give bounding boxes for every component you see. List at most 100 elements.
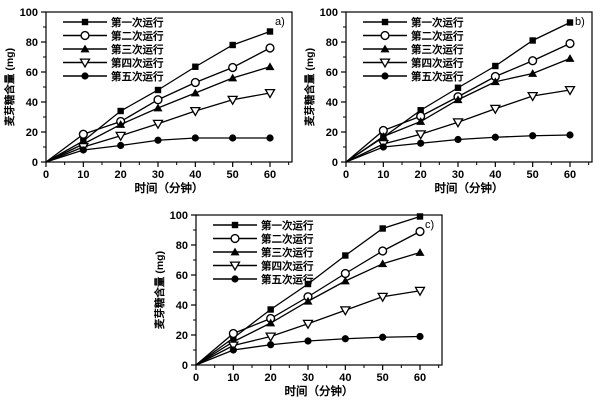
circle-open-icon xyxy=(380,30,390,41)
legend-label: 第五次运行 xyxy=(261,273,314,286)
y-tick-label: 60 xyxy=(326,67,338,79)
panel-letter-label: a) xyxy=(275,16,285,28)
triangle-down-open-marker-icon xyxy=(452,118,464,128)
x-tick-label: 40 xyxy=(489,169,501,181)
legend-item-run4: 第四次运行 xyxy=(363,56,464,69)
triangle-filled-marker-icon xyxy=(266,318,276,327)
triangle-down-open-marker-icon xyxy=(227,95,239,106)
legend-label: 第一次运行 xyxy=(261,219,314,232)
y-axis-label: 麦芽糖含量 (mg) xyxy=(153,251,166,329)
triangle-filled-marker-icon xyxy=(378,259,388,268)
y-tick-label: 20 xyxy=(176,330,188,342)
x-tick-label: 0 xyxy=(43,169,49,181)
triangle-filled-marker-icon xyxy=(153,103,163,112)
x-tick-label: 0 xyxy=(193,372,199,384)
legend-item-run3: 第三次运行 xyxy=(213,246,314,259)
circle-open-marker-icon xyxy=(528,56,538,66)
square-filled-marker-icon xyxy=(117,107,124,115)
triangle-down-open-marker-icon xyxy=(302,319,314,330)
square-filled-icon xyxy=(81,18,89,26)
legend-label: 第二次运行 xyxy=(111,29,164,42)
circle-filled-marker-icon xyxy=(267,341,275,349)
circle-open-icon xyxy=(80,30,90,41)
square-filled-marker-icon xyxy=(192,63,199,70)
legend-item-run5: 第五次运行 xyxy=(63,70,164,83)
triangle-down-open-icon xyxy=(229,261,241,272)
triangle-down-open-marker-icon xyxy=(189,106,201,117)
y-tick-label: 20 xyxy=(326,127,338,139)
x-tick-label: 50 xyxy=(227,169,239,181)
circle-filled-marker-icon xyxy=(416,332,424,341)
triangle-down-open-marker-icon xyxy=(527,91,539,102)
legend-label: 第一次运行 xyxy=(111,16,164,29)
square-filled-marker-icon xyxy=(566,19,574,26)
triangle-filled-marker-icon xyxy=(490,77,500,86)
triangle-down-open-marker-icon xyxy=(152,119,164,130)
triangle-filled-marker-icon xyxy=(416,117,426,125)
square-filled-icon xyxy=(381,18,389,26)
circle-open-marker-icon xyxy=(565,38,575,49)
triangle-filled-marker-icon xyxy=(378,132,388,140)
circle-open-marker-icon xyxy=(78,129,88,139)
x-tick-label: 20 xyxy=(265,372,277,384)
circle-open-marker-icon xyxy=(378,246,388,256)
triangle-down-open-marker-icon xyxy=(415,130,427,140)
circle-filled-marker-icon xyxy=(491,133,499,141)
triangle-down-open-marker-icon xyxy=(339,306,351,316)
square-filled-marker-icon xyxy=(266,28,274,35)
x-tick-label: 60 xyxy=(264,169,276,181)
triangle-filled-icon xyxy=(230,247,240,256)
triangle-filled-marker-icon xyxy=(528,69,538,77)
legend-item-run5: 第五次运行 xyxy=(363,70,464,83)
triangle-down-open-marker-icon xyxy=(265,332,277,343)
square-filled-marker-icon xyxy=(417,107,424,114)
x-tick-label: 50 xyxy=(377,372,389,384)
x-tick-label: 50 xyxy=(527,169,539,181)
x-axis-label: 时间（分钟） xyxy=(285,384,354,398)
legend-label: 第四次运行 xyxy=(411,56,464,69)
y-tick-label: 80 xyxy=(26,37,38,49)
x-tick-label: 20 xyxy=(115,169,127,181)
legend-item-run2: 第二次运行 xyxy=(63,29,164,42)
circle-open-marker-icon xyxy=(265,43,275,53)
y-tick-label: 0 xyxy=(182,360,188,372)
square-filled-marker-icon xyxy=(492,62,499,70)
legend-label: 第五次运行 xyxy=(111,70,164,83)
y-tick-label: 0 xyxy=(32,157,38,169)
triangle-down-open-marker-icon xyxy=(564,85,576,96)
legend-label: 第四次运行 xyxy=(261,259,314,272)
y-axis-label: 麦芽糖含量 (mg) xyxy=(3,48,16,126)
triangle-down-open-icon xyxy=(79,58,91,69)
triangle-down-open-marker-icon xyxy=(414,286,426,297)
chart-a-canvas: 0 10 20 30 40 50 60 0 20 40 60 80 100 时间（分钟） 麦芽糖含量 (mg… xyxy=(3,7,293,195)
y-tick-label: 20 xyxy=(26,127,38,139)
legend-label: 第二次运行 xyxy=(411,29,464,42)
circle-open-icon xyxy=(230,233,240,244)
square-filled-marker-icon xyxy=(454,84,462,91)
legend-item-run4: 第四次运行 xyxy=(63,56,164,69)
square-filled-marker-icon xyxy=(229,41,236,49)
triangle-down-open-marker-icon xyxy=(489,104,501,115)
triangle-down-open-icon xyxy=(379,58,391,69)
legend-label: 第二次运行 xyxy=(261,232,314,245)
legend-item-run3: 第三次运行 xyxy=(363,43,464,56)
chart-panel-b: 0 10 20 30 40 50 60 0 20 40 60 80 100 时间（分钟） 麦芽糖含量 (mg… xyxy=(300,0,600,205)
square-filled-icon xyxy=(231,221,239,229)
y-tick-label: 40 xyxy=(26,97,38,109)
chart-b-canvas: 0 10 20 30 40 50 60 0 20 40 60 80 100 时间（分钟） 麦芽糖含量 (mg… xyxy=(303,7,593,195)
x-tick-label: 30 xyxy=(152,169,164,181)
x-tick-label: 60 xyxy=(414,372,426,384)
legend-item-run1: 第一次运行 xyxy=(213,219,314,232)
circle-filled-icon xyxy=(231,275,239,283)
legend-label: 第三次运行 xyxy=(111,43,164,56)
triangle-filled-icon xyxy=(380,44,390,53)
triangle-filled-marker-icon xyxy=(303,296,313,305)
circle-open-marker-icon xyxy=(153,95,163,105)
circle-filled-marker-icon xyxy=(529,132,537,140)
legend-item-run1: 第一次运行 xyxy=(363,16,464,29)
legend-label: 第三次运行 xyxy=(261,246,314,259)
panel-letter-label: b) xyxy=(575,16,585,28)
x-tick-label: 10 xyxy=(77,169,89,181)
circle-open-marker-icon xyxy=(415,226,425,237)
